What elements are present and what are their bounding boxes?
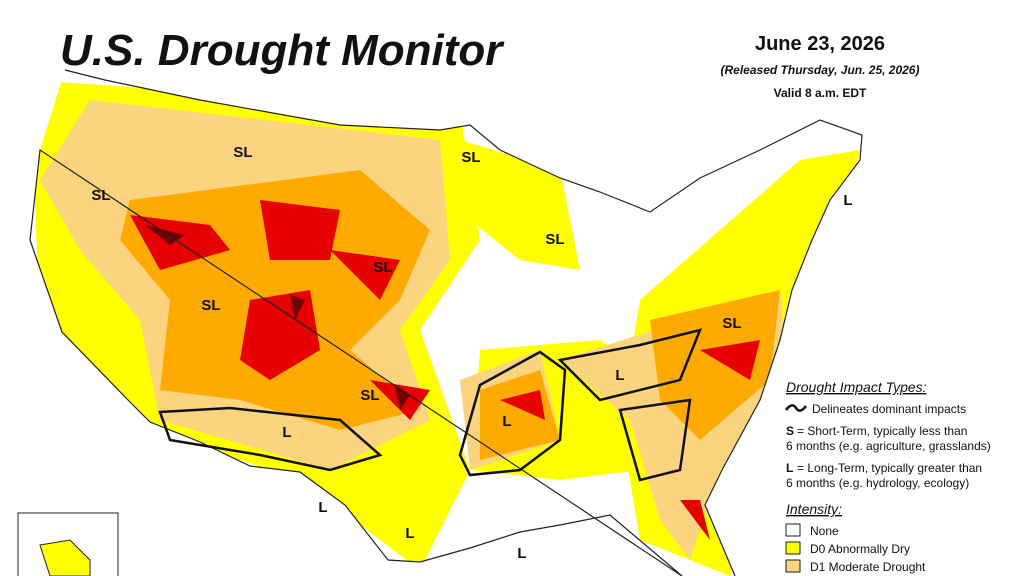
map-label: L	[517, 545, 526, 562]
map-label: L	[318, 499, 327, 516]
impact-line	[458, 350, 567, 477]
impact-line-key	[785, 404, 807, 412]
short-code: S	[786, 424, 794, 438]
intensity-swatch	[785, 541, 801, 555]
intensity-label: None	[810, 524, 839, 538]
impact-line-label: Delineates dominant impacts	[812, 402, 966, 416]
us-outline	[29, 69, 863, 576]
intensity-legend: None D0 Abnormally Dry D1 Moderate Drought	[785, 523, 926, 574]
long-code: L	[786, 461, 793, 475]
intensity-label: D1 Moderate Drought	[810, 560, 926, 574]
intensity-title: Intensity:	[786, 501, 842, 517]
map-label: L	[615, 367, 624, 384]
long-text: 6 months (e.g. hydrology, ecology)	[786, 476, 969, 490]
alaska	[39, 539, 91, 576]
impact-title: Drought Impact Types:	[786, 379, 927, 395]
intensity-swatch	[785, 559, 801, 573]
map-label: SL	[360, 387, 379, 404]
date: June 23, 2026	[755, 33, 885, 55]
map-label: L	[843, 192, 852, 209]
map-label: SL	[545, 231, 564, 248]
map-label: L	[405, 525, 414, 542]
map-label: SL	[373, 259, 392, 276]
long-text: = Long-Term, typically greater than	[797, 461, 982, 475]
map-label: L	[502, 413, 511, 430]
map-label: L	[282, 424, 291, 441]
intensity-label: D0 Abnormally Dry	[810, 542, 910, 556]
released: (Released Thursday, Jun. 25, 2026)	[721, 63, 920, 77]
impact-line	[557, 328, 703, 482]
map-label: SL	[201, 297, 220, 314]
map-label: SL	[722, 315, 741, 332]
valid: Valid 8 a.m. EDT	[774, 86, 867, 100]
impact-line	[158, 406, 383, 472]
map-label: SL	[233, 144, 252, 161]
intensity-swatch	[785, 523, 801, 537]
legend-bg	[780, 375, 1024, 576]
map-label: SL	[461, 149, 480, 166]
title: U.S. Drought Monitor	[60, 26, 505, 75]
short-text: 6 months (e.g. agriculture, grasslands)	[786, 439, 991, 453]
map-label: SL	[91, 187, 110, 204]
short-text: = Short-Term, typically less than	[797, 424, 967, 438]
